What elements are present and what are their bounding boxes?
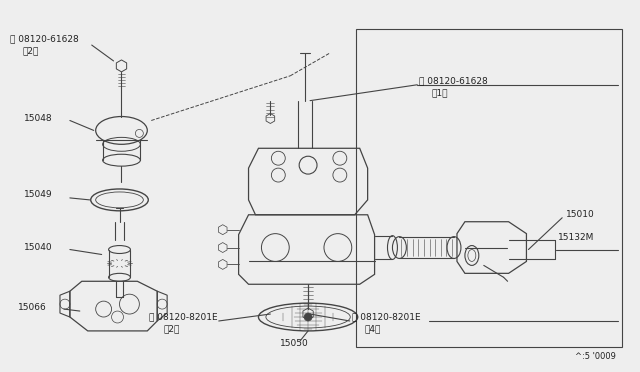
Text: 15040: 15040 xyxy=(24,243,53,252)
Text: 15048: 15048 xyxy=(24,114,53,123)
Circle shape xyxy=(304,313,312,321)
Text: 15049: 15049 xyxy=(24,190,53,199)
Text: （2）: （2） xyxy=(22,46,38,55)
Text: ^:5 '0009: ^:5 '0009 xyxy=(575,352,616,361)
Text: Ⓑ 08120-8201E: Ⓑ 08120-8201E xyxy=(149,312,218,321)
Bar xyxy=(356,29,621,347)
Text: （2）: （2） xyxy=(163,324,180,333)
Text: 15050: 15050 xyxy=(280,339,309,348)
Text: 15010: 15010 xyxy=(566,210,595,219)
Text: 15066: 15066 xyxy=(19,302,47,312)
Text: Ⓑ 08120-8201E: Ⓑ 08120-8201E xyxy=(352,312,420,321)
Text: Ⓑ 08120-61628: Ⓑ 08120-61628 xyxy=(419,76,488,85)
Text: （4）: （4） xyxy=(365,324,381,333)
Text: Ⓑ 08120-61628: Ⓑ 08120-61628 xyxy=(10,35,79,44)
Text: （1）: （1） xyxy=(431,88,447,97)
Text: 15132M: 15132M xyxy=(558,233,595,242)
